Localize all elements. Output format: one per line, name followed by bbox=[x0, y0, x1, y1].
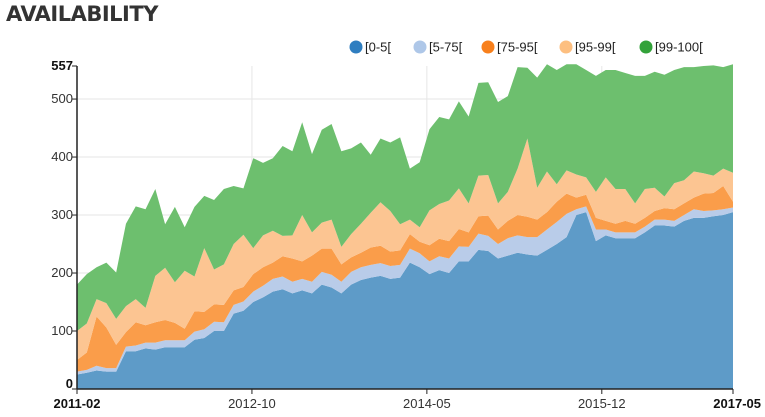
legend-label-1: [5-75[ bbox=[429, 40, 463, 55]
series-area-0 bbox=[77, 212, 733, 389]
y-tick-label-6: 557 bbox=[51, 58, 73, 73]
x-tick-label-1: 2012-10 bbox=[228, 396, 276, 411]
series-area-4 bbox=[77, 64, 733, 332]
y-tick-labels: 0 100 200 300 400 500 557 bbox=[51, 58, 77, 391]
chart-axes bbox=[76, 66, 733, 390]
legend-item-1[interactable]: [5-75[ bbox=[413, 40, 463, 55]
chart-areas bbox=[77, 64, 733, 389]
legend-swatch-0 bbox=[349, 40, 363, 54]
y-tick-label-5: 500 bbox=[51, 91, 73, 106]
x-tick-label-3: 2015-12 bbox=[578, 396, 626, 411]
legend-item-0[interactable]: [0-5[ bbox=[349, 40, 392, 55]
x-tick-label-4: 2017-05 bbox=[713, 396, 761, 411]
legend-label-0: [0-5[ bbox=[365, 40, 391, 55]
y-tick-label-2: 200 bbox=[51, 265, 73, 280]
series-area-1 bbox=[77, 206, 733, 375]
legend-swatch-2 bbox=[481, 40, 495, 54]
y-tick-label-1: 100 bbox=[51, 323, 73, 338]
legend-label-4: [99-100[ bbox=[655, 40, 703, 55]
legend-swatch-4 bbox=[639, 40, 653, 54]
chart-legend: [0-5[ [5-75[ [75-95[ [95-99[ [99-100[ bbox=[349, 40, 704, 55]
y-tick-label-0: 0 bbox=[66, 376, 73, 391]
legend-label-2: [75-95[ bbox=[497, 40, 538, 55]
page-title: AVAILABILITY bbox=[6, 2, 158, 26]
legend-item-4[interactable]: [99-100[ bbox=[639, 40, 704, 55]
x-tick-labels: 2011-02 2012-10 2014-05 2015-12 2017-05 bbox=[54, 389, 761, 411]
series-area-3 bbox=[77, 138, 733, 361]
legend-label-3: [95-99[ bbox=[575, 40, 616, 55]
legend-swatch-3 bbox=[559, 40, 573, 54]
x-tick-label-2: 2014-05 bbox=[403, 396, 451, 411]
x-tick-label-0: 2011-02 bbox=[54, 396, 101, 411]
legend-item-3[interactable]: [95-99[ bbox=[559, 40, 616, 55]
y-tick-label-3: 300 bbox=[51, 207, 73, 222]
legend-swatch-1 bbox=[413, 40, 427, 54]
y-tick-label-4: 400 bbox=[51, 149, 73, 164]
legend-item-2[interactable]: [75-95[ bbox=[481, 40, 538, 55]
